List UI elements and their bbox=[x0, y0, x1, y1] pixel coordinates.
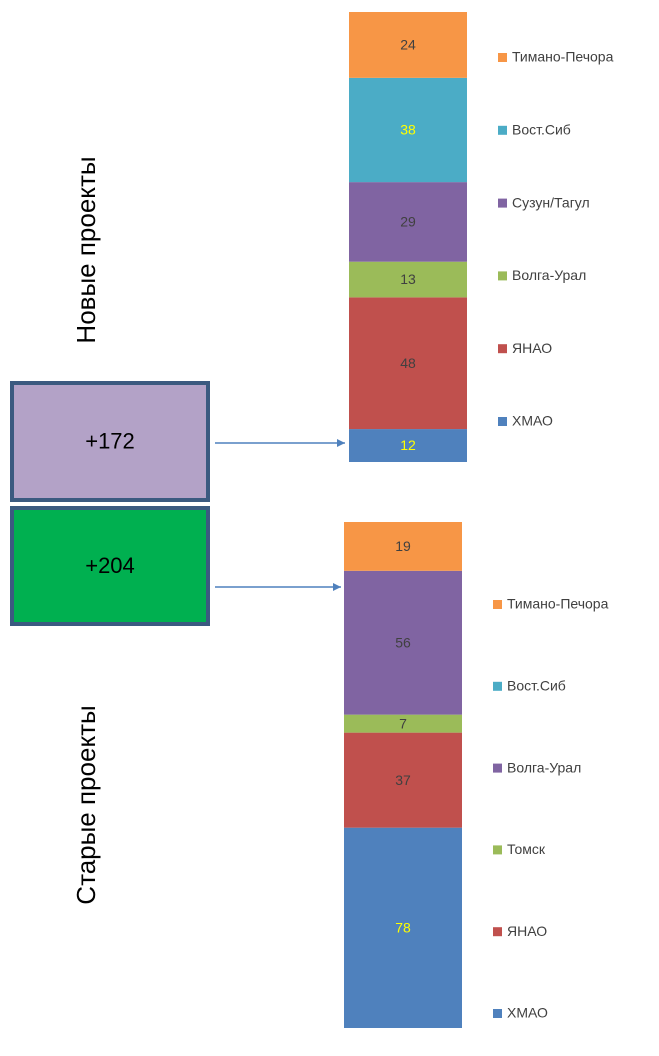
legend-label: Вост.Сиб bbox=[507, 678, 566, 694]
bar-segment bbox=[349, 12, 467, 78]
side-label: Старые проекты bbox=[71, 705, 101, 904]
bar-segment bbox=[349, 297, 467, 430]
segment-label: 78 bbox=[395, 920, 411, 936]
legend-label: Тимано-Печора bbox=[507, 596, 609, 612]
legend-swatch bbox=[498, 125, 507, 135]
legend-label: Тимано-Печора bbox=[512, 49, 614, 65]
bar-segment bbox=[344, 714, 462, 733]
total-label: +172 bbox=[85, 428, 135, 453]
legend-label: ХМАО bbox=[507, 1005, 548, 1021]
segment-label: 13 bbox=[400, 271, 416, 287]
bar-segment bbox=[349, 77, 467, 183]
bar-segment bbox=[349, 261, 467, 298]
bar-segment bbox=[344, 827, 462, 1028]
legend-swatch bbox=[493, 1009, 502, 1018]
segment-label: 12 bbox=[400, 437, 416, 453]
total-label: +204 bbox=[85, 553, 135, 578]
legend-swatch bbox=[493, 927, 502, 937]
legend-swatch bbox=[498, 417, 507, 426]
total-box bbox=[10, 381, 210, 502]
side-label: Новые проекты bbox=[71, 156, 101, 343]
legend-label: Сузун/Тагул bbox=[512, 194, 590, 210]
bar-segment bbox=[344, 570, 462, 715]
legend-label: ЯНАО bbox=[507, 923, 547, 939]
legend-swatch bbox=[493, 763, 502, 773]
legend-label: Волга-Урал bbox=[512, 267, 586, 283]
segment-label: 56 bbox=[395, 634, 411, 650]
bar-segment bbox=[344, 522, 462, 571]
legend-label: Томск bbox=[507, 841, 546, 857]
segment-label: 29 bbox=[400, 214, 416, 230]
legend-swatch bbox=[498, 344, 507, 354]
segment-label: 24 bbox=[400, 37, 416, 53]
segment-label: 7 bbox=[399, 715, 407, 731]
segment-label: 19 bbox=[395, 538, 411, 554]
legend-label: ЯНАО bbox=[512, 340, 552, 356]
legend-label: Вост.Сиб bbox=[512, 122, 571, 138]
legend-label: Волга-Урал bbox=[507, 759, 581, 775]
legend-swatch bbox=[493, 681, 502, 691]
bar-segment bbox=[349, 429, 467, 462]
legend-swatch bbox=[498, 53, 507, 62]
total-box bbox=[10, 506, 210, 626]
legend-swatch bbox=[493, 845, 502, 855]
bar-segment bbox=[349, 182, 467, 262]
segment-label: 38 bbox=[400, 122, 416, 138]
legend-swatch bbox=[493, 600, 502, 609]
segment-label: 37 bbox=[395, 772, 411, 788]
legend-swatch bbox=[498, 271, 507, 281]
bar-segment bbox=[344, 732, 462, 828]
segment-label: 48 bbox=[400, 355, 416, 371]
legend-label: ХМАО bbox=[512, 413, 553, 429]
legend-swatch bbox=[498, 198, 507, 208]
